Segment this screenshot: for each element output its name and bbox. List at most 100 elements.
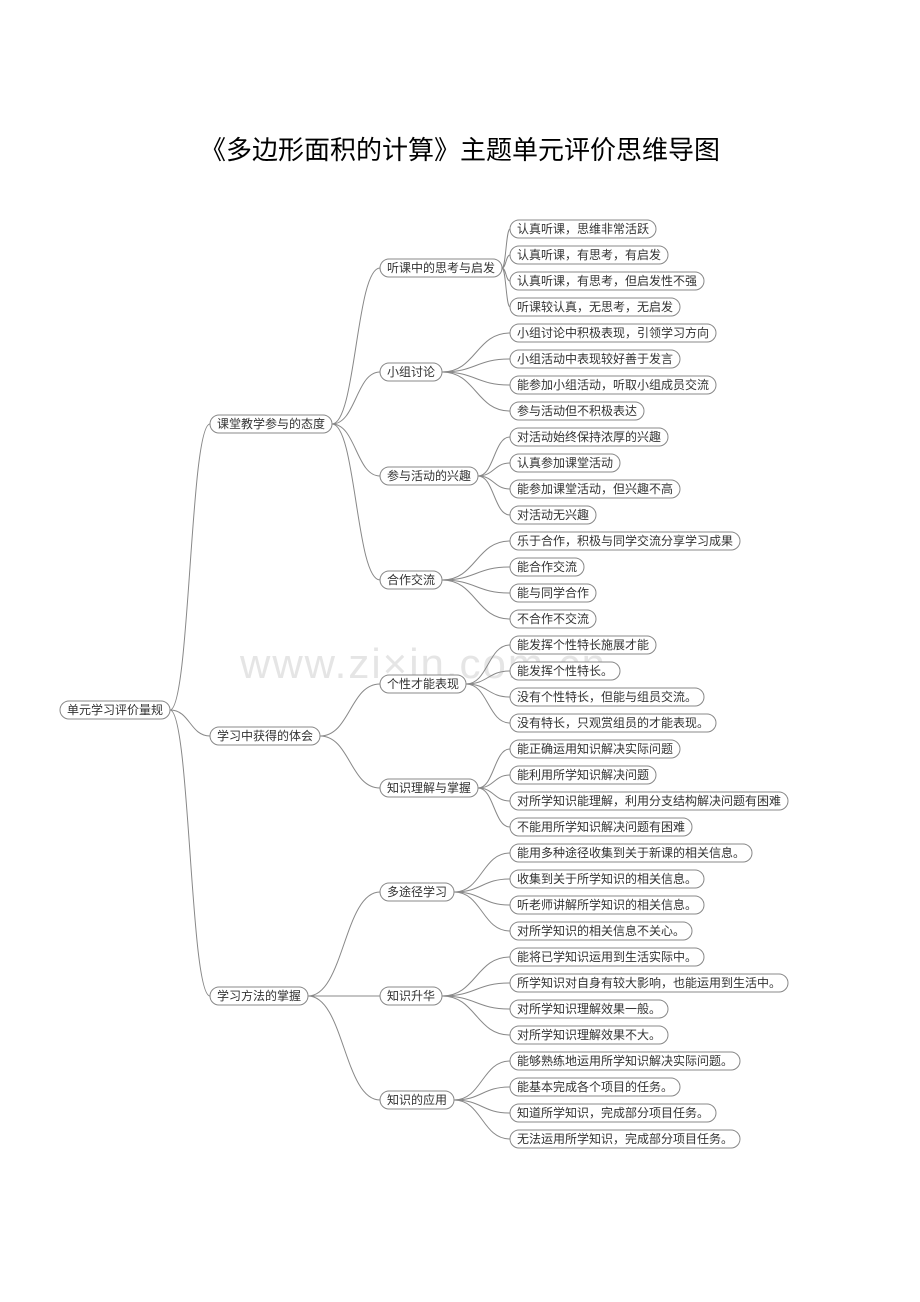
mindmap-edge bbox=[170, 710, 210, 736]
mindmap-node: 能正确运用知识解决实际问题 bbox=[510, 740, 680, 758]
mindmap-node-label: 能够熟练地运用所学知识解决实际问题。 bbox=[517, 1053, 733, 1068]
mindmap-edge bbox=[454, 879, 510, 892]
mindmap-edge bbox=[454, 892, 510, 931]
mindmap-node-label: 听课较认真，无思考，无启发 bbox=[517, 299, 673, 314]
mindmap-edge bbox=[454, 853, 510, 892]
mindmap-node: 认真听课，思维非常活跃 bbox=[510, 220, 656, 238]
mindmap-node-label: 听老师讲解所学知识的相关信息。 bbox=[517, 897, 697, 912]
mindmap-node-label: 无法运用所学知识，完成部分项目任务。 bbox=[517, 1131, 733, 1146]
mindmap-node: 听课中的思考与启发 bbox=[380, 259, 502, 277]
mindmap-edge bbox=[442, 983, 510, 996]
mindmap-edge bbox=[170, 710, 210, 996]
mindmap-node-label: 所学知识对自身有较大影响，也能运用到生活中。 bbox=[517, 975, 781, 990]
mindmap-node-label: 小组讨论 bbox=[387, 365, 435, 379]
mindmap-node-label: 能与同学合作 bbox=[517, 585, 589, 600]
mindmap-edge bbox=[320, 684, 380, 736]
mindmap-edge bbox=[478, 476, 510, 515]
mindmap-node: 能利用所学知识解决问题 bbox=[510, 766, 656, 784]
mindmap-node: 认真听课，有思考，有启发 bbox=[510, 246, 668, 264]
mindmap-edge bbox=[466, 684, 510, 723]
mindmap-edge bbox=[442, 957, 510, 996]
mindmap-node-label: 能合作交流 bbox=[517, 559, 577, 574]
mindmap-node: 多途径学习 bbox=[380, 883, 454, 901]
mindmap-edge bbox=[442, 996, 510, 1035]
mindmap-node-label: 能用多种途径收集到关于新课的相关信息。 bbox=[517, 845, 745, 860]
mindmap-node-label: 认真听课，思维非常活跃 bbox=[517, 222, 649, 236]
mindmap-edge bbox=[442, 333, 510, 372]
mindmap-node-label: 单元学习评价量规 bbox=[67, 702, 163, 717]
mindmap-node: 小组讨论中积极表现，引领学习方向 bbox=[510, 324, 716, 342]
mindmap-node-label: 认真参加课堂活动 bbox=[517, 455, 613, 470]
mindmap-node-label: 没有特长，只观赏组员的才能表现。 bbox=[517, 715, 709, 730]
mindmap-node: 能基本完成各个项目的任务。 bbox=[510, 1078, 680, 1096]
mindmap-node: 能与同学合作 bbox=[510, 584, 596, 602]
mindmap-node: 乐于合作，积极与同学交流分享学习成果 bbox=[510, 532, 740, 550]
mindmap-edge bbox=[442, 359, 510, 372]
mindmap-node-label: 能基本完成各个项目的任务。 bbox=[517, 1079, 673, 1094]
mindmap-node: 没有个性特长，但能与组员交流。 bbox=[510, 688, 704, 706]
mindmap-edge bbox=[442, 580, 510, 619]
mindmap-edge bbox=[442, 372, 510, 385]
mindmap-node-label: 小组活动中表现较好善于发言 bbox=[517, 351, 673, 366]
mindmap-node: 单元学习评价量规 bbox=[60, 701, 170, 719]
mindmap-node-label: 没有个性特长，但能与组员交流。 bbox=[517, 689, 697, 704]
mindmap-node-label: 知识的应用 bbox=[387, 1092, 447, 1107]
mindmap-node-label: 能参加小组活动，听取小组成员交流 bbox=[517, 377, 709, 392]
mindmap-node-label: 乐于合作，积极与同学交流分享学习成果 bbox=[517, 533, 733, 548]
mindmap-node: 知识升华 bbox=[380, 987, 442, 1005]
mindmap-node: 对所学知识理解效果一般。 bbox=[510, 1000, 668, 1018]
mindmap-node: 听老师讲解所学知识的相关信息。 bbox=[510, 896, 704, 914]
mindmap-node: 知识的应用 bbox=[380, 1091, 454, 1109]
mindmap-edge bbox=[478, 788, 510, 827]
mindmap-node: 小组讨论 bbox=[380, 363, 442, 381]
mindmap-node: 能发挥个性特长施展才能 bbox=[510, 636, 656, 654]
mindmap-node: 学习中获得的体会 bbox=[210, 727, 320, 745]
mindmap-node: 收集到关于所学知识的相关信息。 bbox=[510, 870, 704, 888]
mindmap-edge bbox=[170, 424, 210, 710]
mindmap-node: 无法运用所学知识，完成部分项目任务。 bbox=[510, 1130, 740, 1148]
mindmap-node: 能将已学知识运用到生活实际中。 bbox=[510, 948, 704, 966]
mindmap-node: 能用多种途径收集到关于新课的相关信息。 bbox=[510, 844, 752, 862]
mindmap-node: 听课较认真，无思考，无启发 bbox=[510, 298, 680, 316]
mindmap-edge bbox=[308, 996, 380, 1100]
page: 《多边形面积的计算》主题单元评价思维导图 www.zi×in.com.cn 单元… bbox=[0, 0, 920, 1302]
mindmap-node-label: 对所学知识的相关信息不关心。 bbox=[517, 923, 685, 938]
mindmap-node-label: 对所学知识能理解，利用分支结构解决问题有困难 bbox=[517, 793, 781, 808]
mindmap-node-label: 学习中获得的体会 bbox=[217, 728, 313, 743]
mindmap-node-label: 学习方法的掌握 bbox=[217, 988, 301, 1003]
mindmap-node-label: 个性才能表现 bbox=[387, 677, 459, 691]
mindmap-node: 能够熟练地运用所学知识解决实际问题。 bbox=[510, 1052, 740, 1070]
mindmap-node: 课堂教学参与的态度 bbox=[210, 415, 332, 433]
mindmap-node: 能参加课堂活动，但兴趣不高 bbox=[510, 480, 680, 498]
mindmap-edge bbox=[454, 1061, 510, 1100]
mindmap-node-label: 能将已学知识运用到生活实际中。 bbox=[517, 949, 697, 964]
mindmap-node-label: 听课中的思考与启发 bbox=[387, 260, 495, 275]
mindmap-node: 小组活动中表现较好善于发言 bbox=[510, 350, 680, 368]
mindmap-node-label: 知识升华 bbox=[387, 989, 435, 1003]
mindmap-node: 所学知识对自身有较大影响，也能运用到生活中。 bbox=[510, 974, 788, 992]
mindmap-node-label: 参与活动但不积极表达 bbox=[517, 403, 637, 418]
mindmap-node-label: 不能用所学知识解决问题有困难 bbox=[517, 819, 685, 834]
mindmap-node-label: 认真听课，有思考，有启发 bbox=[517, 247, 661, 262]
mindmap-edge bbox=[442, 580, 510, 593]
mindmap-node: 知识理解与掌握 bbox=[380, 779, 478, 797]
mindmap-node: 能参加小组活动，听取小组成员交流 bbox=[510, 376, 716, 394]
mindmap-edge bbox=[332, 268, 380, 424]
mindmap-node-label: 课堂教学参与的态度 bbox=[217, 416, 325, 431]
mindmap-node: 对活动始终保持浓厚的兴趣 bbox=[510, 428, 668, 446]
mindmap-node: 能合作交流 bbox=[510, 558, 584, 576]
mindmap-node-label: 认真听课，有思考，但启发性不强 bbox=[517, 273, 697, 288]
mindmap-node-label: 对所学知识理解效果不大。 bbox=[517, 1027, 661, 1042]
mindmap-node-label: 能利用所学知识解决问题 bbox=[517, 767, 649, 782]
mindmap-node: 不能用所学知识解决问题有困难 bbox=[510, 818, 692, 836]
mindmap-node: 对所学知识的相关信息不关心。 bbox=[510, 922, 692, 940]
mindmap-edge bbox=[320, 736, 380, 788]
mindmap-edge bbox=[454, 892, 510, 905]
mindmap-edge bbox=[332, 372, 380, 424]
mindmap-edge bbox=[454, 1100, 510, 1113]
mindmap-node-label: 能正确运用知识解决实际问题 bbox=[517, 741, 673, 756]
mindmap-node-label: 参与活动的兴趣 bbox=[387, 468, 471, 483]
mindmap-node-label: 对所学知识理解效果一般。 bbox=[517, 1001, 661, 1016]
mindmap-node: 知道所学知识，完成部分项目任务。 bbox=[510, 1104, 716, 1122]
mindmap-node-label: 多途径学习 bbox=[387, 884, 447, 899]
